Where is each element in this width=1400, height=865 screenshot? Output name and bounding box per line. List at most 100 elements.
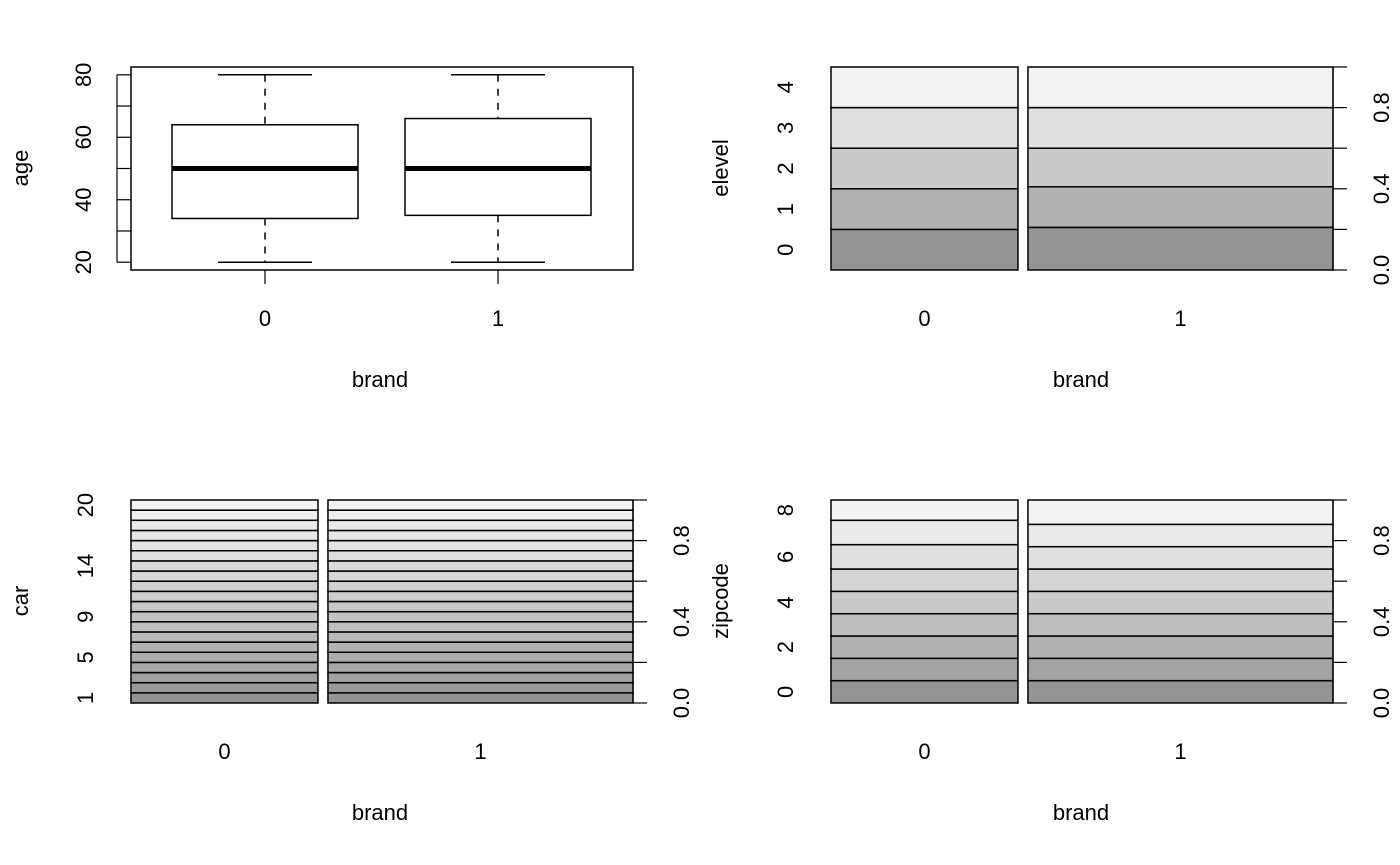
age-y-tick-label: 60 [71, 125, 96, 149]
zipcode-spine-column-0 [830, 499, 1019, 704]
elevel-right-tick-label: 0.4 [1369, 174, 1394, 205]
zipcode-spine-column-1 [1027, 499, 1334, 704]
car-segment [327, 580, 634, 593]
car-segment [327, 631, 634, 643]
car-segment [327, 681, 634, 694]
car-segment [130, 539, 319, 552]
zipcode-level-tick-label: 6 [773, 551, 798, 563]
car-x-axis-label: brand [352, 800, 408, 825]
elevel-y-axis-label: elevel [708, 139, 733, 196]
zipcode-right-tick-label: 0.4 [1369, 607, 1394, 638]
car-right-tick-label: 0.0 [669, 688, 694, 719]
zipcode-segment [1027, 635, 1334, 660]
elevel-right-tick-label: 0.8 [1369, 92, 1394, 123]
car-segment [327, 590, 634, 603]
car-segment [130, 590, 319, 603]
car-segment [130, 631, 319, 643]
zipcode-level-tick-label: 2 [773, 641, 798, 653]
zipcode-x-tick-label: 1 [1174, 739, 1186, 764]
zipcode-segment [830, 543, 1019, 570]
age-x-tick-label: 1 [492, 306, 504, 331]
elevel-segment [830, 106, 1019, 149]
car-segment [327, 519, 634, 532]
elevel-segment [1027, 106, 1334, 149]
car-segment [130, 651, 319, 664]
elevel-level-tick-label: 3 [773, 122, 798, 134]
elevel-segment [830, 188, 1019, 231]
age-box-0 [171, 74, 359, 263]
car-right-tick-label: 0.4 [669, 607, 694, 638]
zipcode-segment [830, 612, 1019, 637]
zipcode-segment [1027, 523, 1334, 548]
car-segment [327, 610, 634, 623]
zipcode-level-tick-label: 4 [773, 596, 798, 608]
zipcode-segment [1027, 590, 1334, 615]
elevel-right-tick-label: 0.0 [1369, 255, 1394, 286]
car-segment [327, 661, 634, 674]
car-segment [327, 550, 634, 562]
elevel-segment [830, 147, 1019, 190]
car-segment [327, 570, 634, 582]
iqr-box [171, 124, 359, 220]
age-box-1 [404, 74, 592, 263]
elevel-spine-column-1 [1027, 66, 1334, 271]
elevel-level-tick-label: 2 [773, 162, 798, 174]
age-x-tick-label: 0 [259, 306, 271, 331]
car-segment [130, 580, 319, 593]
car-x-tick-label: 1 [474, 739, 486, 764]
car-level-tick-label: 9 [73, 611, 98, 623]
age-x-axis-label: brand [352, 367, 408, 392]
elevel-level-tick-label: 4 [773, 81, 798, 93]
car-segment [130, 570, 319, 582]
age-y-tick-label: 20 [71, 250, 96, 274]
car-segment [327, 529, 634, 542]
car-level-tick-label: 20 [73, 493, 98, 517]
zipcode-y-axis-label: zipcode [708, 563, 733, 639]
zipcode-segment [1027, 545, 1334, 570]
zipcode-segment [1027, 499, 1334, 526]
car-segment [130, 509, 319, 522]
elevel-segment [830, 66, 1019, 109]
elevel-spine-column-0 [830, 66, 1019, 271]
elevel-level-tick-label: 1 [773, 203, 798, 215]
car-segment [327, 692, 634, 704]
car-segment [327, 600, 634, 613]
car-segment [327, 671, 634, 684]
zipcode-segment [830, 590, 1019, 615]
elevel-segment [1027, 226, 1334, 271]
car-segment [130, 499, 319, 511]
elevel-level-tick-label: 0 [773, 244, 798, 256]
car-segment [327, 539, 634, 552]
zipcode-segment [830, 635, 1019, 660]
car-segment [327, 499, 634, 511]
zipcode-segment [830, 679, 1019, 704]
car-level-tick-label: 1 [73, 692, 98, 704]
elevel-segment [1027, 66, 1334, 109]
car-segment [130, 661, 319, 674]
car-x-tick-label: 0 [218, 739, 230, 764]
elevel-segment [1027, 186, 1334, 229]
car-segment [130, 600, 319, 613]
zipcode-segment [830, 519, 1019, 546]
zipcode-segment [1027, 612, 1334, 637]
zipcode-segment [830, 499, 1019, 522]
car-segment [130, 550, 319, 562]
car-level-tick-label: 5 [73, 651, 98, 663]
zipcode-segment [1027, 657, 1334, 682]
car-segment [130, 692, 319, 704]
age-y-tick-label: 40 [71, 187, 96, 211]
car-segment [130, 671, 319, 684]
zipcode-segment [830, 568, 1019, 593]
zipcode-right-tick-label: 0.8 [1369, 525, 1394, 556]
elevel-x-tick-label: 0 [918, 306, 930, 331]
car-y-axis-label: car [8, 586, 33, 617]
zipcode-segment [830, 657, 1019, 682]
zipcode-x-axis-label: brand [1053, 800, 1109, 825]
car-segment [130, 681, 319, 694]
zipcode-segment [1027, 679, 1334, 704]
car-segment [327, 560, 634, 572]
car-spine-column-0 [130, 499, 319, 704]
zipcode-level-tick-label: 8 [773, 504, 798, 516]
zipcode-level-tick-label: 0 [773, 686, 798, 698]
